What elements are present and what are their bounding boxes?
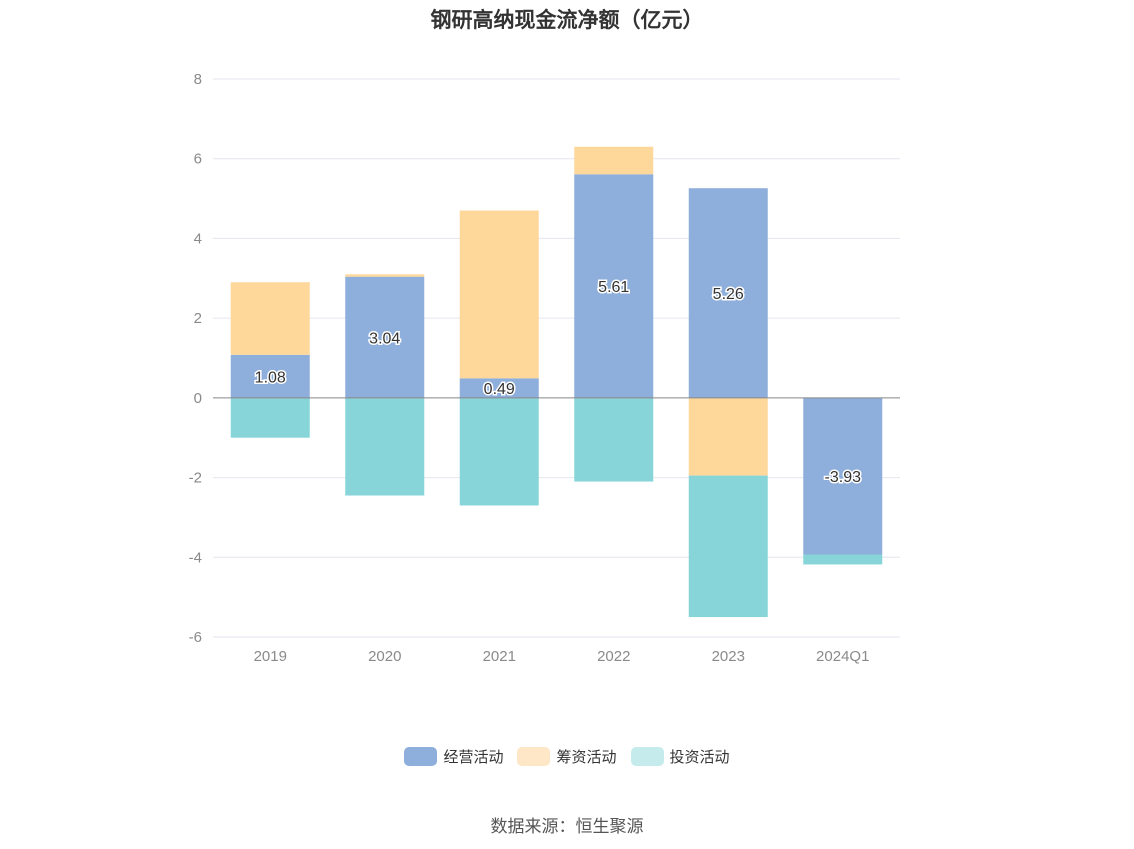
bar-investing (688, 475, 768, 618)
data-label-operating: 0.49 (484, 381, 515, 398)
axes: 8 6 4 2 0 -2 -4 -6 2019 2020 2021 2022 2023 2024Q1 (189, 71, 900, 665)
bar-operating (574, 174, 654, 398)
data-labels: 1.08 3.04 0.49 5.61 5.26 -3.93 (253, 278, 862, 488)
data-label-operating: 1.08 (255, 369, 286, 386)
source-note: 数据来源：恒生聚源 (490, 817, 644, 837)
y-tick-label: 0 (194, 390, 202, 407)
chart-title: 钢研高纳现金流净额（亿元） (430, 8, 704, 32)
y-tick-label: 2 (194, 310, 202, 327)
bar-financing (688, 397, 768, 476)
y-tick-label: 4 (194, 230, 202, 247)
bar-financing (459, 210, 539, 379)
x-tick-label: 2024Q1 (816, 648, 869, 665)
bar-investing (230, 397, 310, 438)
data-label-operating: 5.61 (598, 279, 629, 296)
data-label-operating: 3.04 (369, 330, 400, 347)
data-label-operating: 5.26 (713, 286, 744, 303)
bars (230, 146, 883, 618)
y-tick-label: -2 (189, 470, 202, 487)
legend-swatch-investing (630, 747, 664, 766)
stacked-bar-chart: 1.08 3.04 0.49 5.61 5.26 -3.93 8 6 4 2 0 -2 -4 -6 201… (189, 71, 900, 665)
bar-operating (230, 354, 310, 398)
x-tick-label: 2019 (254, 648, 287, 665)
legend: 经营活动 筹资活动 投资活动 (0, 746, 1134, 767)
legend-label-financing: 筹资活动 (556, 748, 617, 766)
bar-investing (803, 554, 883, 565)
legend-swatch-operating (404, 747, 438, 766)
bar-operating (803, 397, 883, 555)
legend-item-investing[interactable]: 投资活动 (630, 746, 730, 767)
legend-item-operating[interactable]: 经营活动 (404, 746, 503, 767)
grid-lines (213, 78, 900, 638)
bar-operating (459, 378, 539, 398)
y-tick-label: 8 (194, 71, 202, 88)
bar-financing (574, 146, 654, 175)
y-tick-label: 6 (194, 151, 202, 168)
x-tick-label: 2021 (483, 648, 516, 665)
bar-operating (345, 276, 425, 398)
bar-operating (688, 188, 768, 398)
bar-investing (459, 397, 539, 506)
legend-label-investing: 投资活动 (669, 748, 730, 766)
x-tick-label: 2022 (597, 648, 630, 665)
data-label-operating: -3.93 (825, 469, 862, 486)
legend-item-financing[interactable]: 筹资活动 (517, 746, 617, 767)
y-tick-label: -6 (189, 629, 202, 646)
y-tick-label: -4 (189, 549, 202, 566)
bar-investing (345, 397, 425, 496)
x-tick-label: 2020 (368, 648, 401, 665)
bar-financing (230, 282, 310, 355)
bar-financing (345, 274, 425, 277)
x-tick-label: 2023 (712, 648, 745, 665)
legend-swatch-financing (517, 747, 551, 766)
legend-label-operating: 经营活动 (443, 748, 504, 766)
bar-investing (574, 397, 654, 482)
